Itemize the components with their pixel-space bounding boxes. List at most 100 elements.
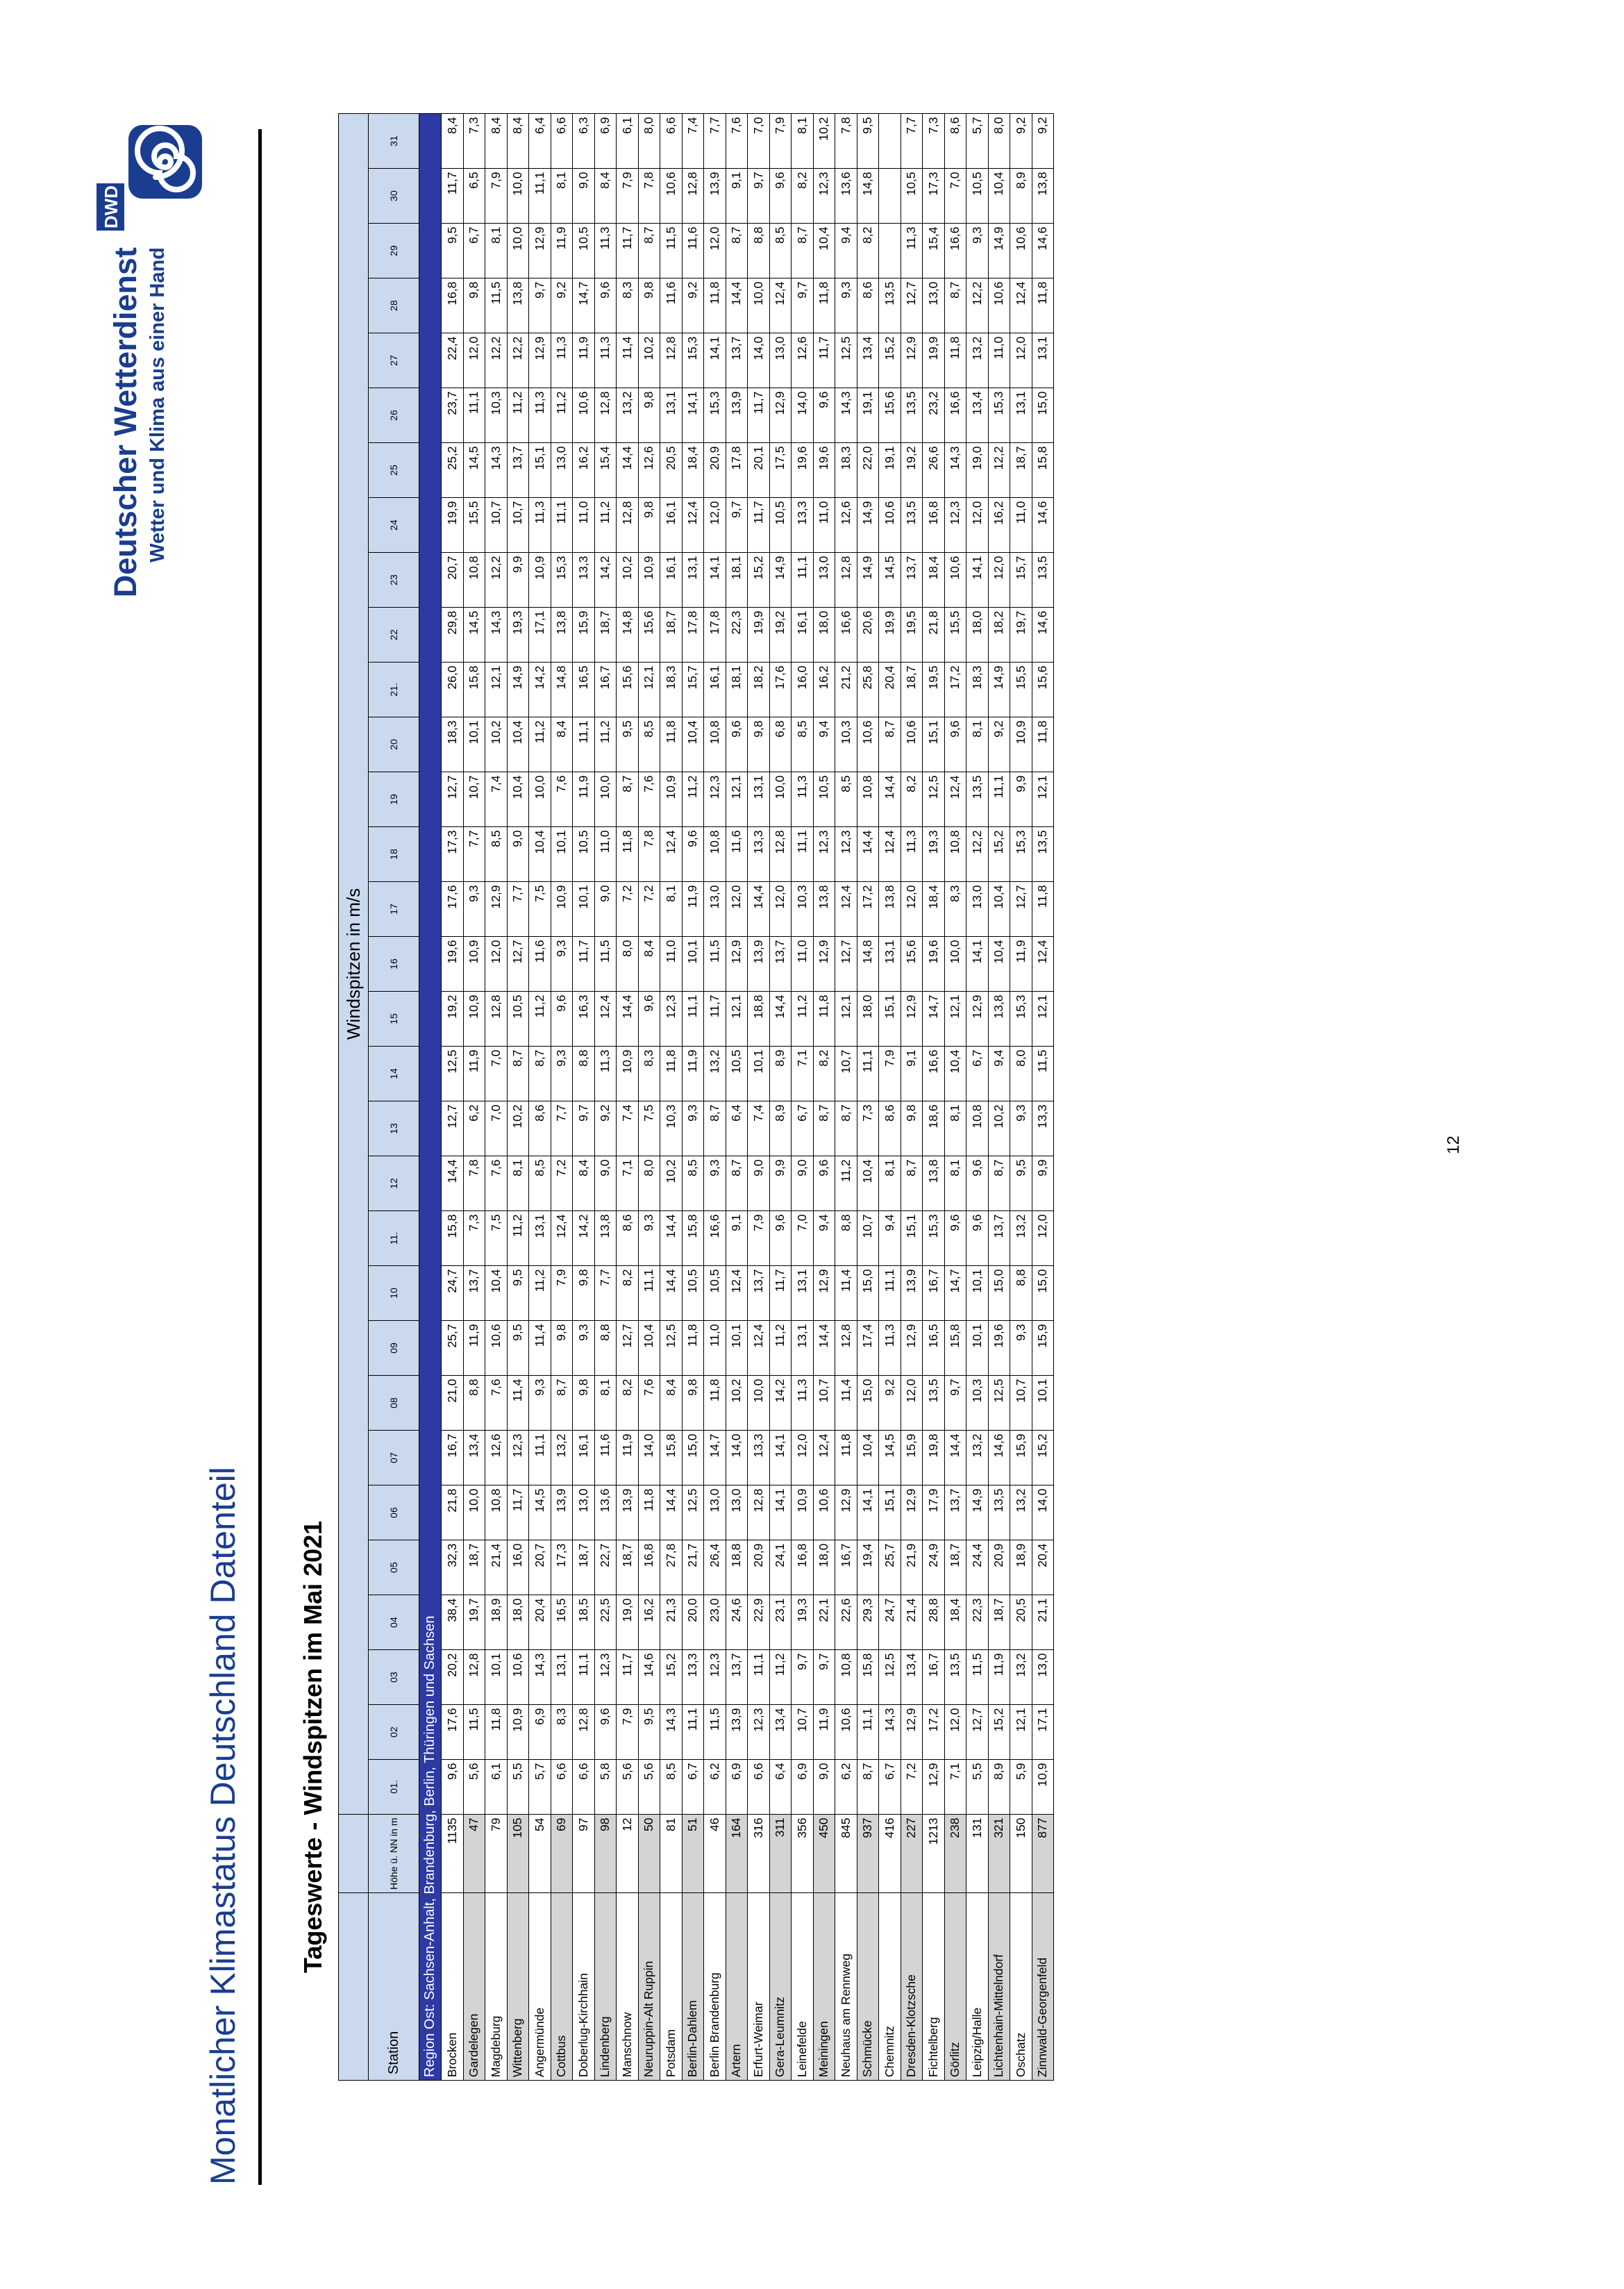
wind-gust-value: 12,8	[835, 552, 857, 608]
wind-gust-value: 8,7	[528, 1046, 551, 1101]
wind-gust-value: 13,0	[1032, 1649, 1054, 1705]
wind-gust-value: 11,2	[594, 497, 617, 553]
wind-gust-value: 9,8	[638, 278, 660, 333]
wind-gust-value: 15,2	[660, 1649, 682, 1705]
wind-gust-value: 12,7	[1010, 881, 1032, 937]
wind-gust-value: 17,6	[441, 881, 463, 937]
wind-gust-value: 20,4	[878, 662, 901, 717]
station-name: Berlin Brandenburg	[703, 1892, 726, 2081]
wind-gust-value: 14,3	[485, 442, 507, 498]
wind-gust-value: 14,0	[1032, 1485, 1054, 1540]
wind-gust-value: 11,8	[703, 278, 726, 333]
wind-gust-value: 14,1	[857, 1485, 879, 1540]
wind-gust-value: 10,8	[857, 772, 879, 827]
wind-gust-value: 15,7	[1010, 552, 1032, 608]
wind-gust-value: 12,4	[1010, 278, 1032, 333]
wind-gust-value: 9,1	[726, 168, 748, 224]
wind-gust-value: 9,6	[944, 717, 966, 772]
wind-gust-value: 17,2	[857, 881, 879, 937]
wind-gust-value: 10,9	[660, 772, 682, 827]
wind-gust-value: 12,1	[726, 772, 748, 827]
wind-gust-value: 9,3	[551, 936, 573, 992]
wind-gust-value: 7,2	[901, 1759, 923, 1815]
wind-gust-value: 14,2	[769, 1375, 792, 1431]
wind-gust-value: 12,1	[1032, 772, 1054, 827]
wind-gust-value: 14,4	[747, 881, 769, 937]
wind-gust-value: 14,8	[857, 168, 879, 224]
wind-gust-value: 9,3	[682, 1101, 704, 1156]
wind-gust-value: 14,1	[966, 552, 988, 608]
wind-gust-value: 9,8	[638, 497, 660, 553]
wind-gust-value: 11,9	[1010, 936, 1032, 992]
wind-gust-value: 8,4	[507, 113, 529, 169]
wind-gust-value: 19,1	[878, 442, 901, 498]
wind-gust-value: 12,5	[878, 1649, 901, 1705]
wind-gust-value: 7,0	[485, 1101, 507, 1156]
day-column-header: 11.	[368, 1210, 419, 1266]
wind-gust-value: 6,6	[572, 1759, 594, 1815]
wind-gust-value: 11,9	[463, 1046, 485, 1101]
table-row: Magdeburg 79 6,1 11,8 10,1 18,9 21,4 10,8 12,6 7,…	[485, 113, 507, 2081]
wind-gust-value: 9,5	[1010, 1156, 1032, 1211]
wind-gust-value: 15,4	[594, 442, 617, 498]
wind-gust-value: 7,3	[922, 113, 944, 169]
day-column-header: 12	[368, 1156, 419, 1211]
wind-gust-value: 20,5	[1010, 1595, 1032, 1650]
wind-gust-value: 8,2	[901, 772, 923, 827]
wind-gust-value: 19,5	[901, 607, 923, 663]
wind-gust-value: 7,7	[507, 881, 529, 937]
wind-gust-value: 8,7	[857, 1759, 879, 1815]
wind-gust-value: 13,4	[966, 388, 988, 443]
wind-gust-value: 9,5	[507, 1265, 529, 1321]
wind-gust-value: 20,7	[528, 1540, 551, 1595]
wind-gust-value: 8,5	[769, 223, 792, 278]
wind-gust-value: 11,2	[791, 991, 813, 1047]
wind-gust-value: 15,6	[616, 662, 638, 717]
wind-gust-value: 11,7	[507, 1485, 529, 1540]
station-name: Schmücke	[857, 1892, 879, 2081]
wind-gust-value: 11,6	[682, 223, 704, 278]
wind-gust-value: 20,1	[747, 442, 769, 498]
brand-name: Deutscher Wetterdienst	[108, 247, 143, 598]
wind-gust-value: 8,3	[551, 1704, 573, 1760]
station-height: 877	[1032, 1814, 1054, 1893]
wind-gust-value: 9,6	[682, 826, 704, 882]
wind-gust-value: 9,5	[616, 717, 638, 772]
wind-gust-value: 8,8	[463, 1375, 485, 1431]
station-height: 356	[791, 1814, 813, 1893]
wind-gust-value: 12,5	[660, 1320, 682, 1376]
wind-gust-value: 10,4	[638, 1320, 660, 1376]
wind-gust-value: 12,9	[485, 881, 507, 937]
wind-gust-value: 10,8	[966, 1101, 988, 1156]
day-column-header: 25	[368, 442, 419, 498]
wind-gust-value: 14,5	[463, 442, 485, 498]
wind-gust-value: 14,9	[857, 497, 879, 553]
wind-gust-value: 13,3	[747, 1430, 769, 1485]
wind-gust-value: 12,5	[835, 333, 857, 388]
day-column-header: 03	[368, 1649, 419, 1705]
wind-gust-value: 7,8	[835, 113, 857, 169]
wind-gust-value: 12,0	[769, 881, 792, 937]
brand-slogan: Wetter und Klima aus einer Hand	[147, 247, 169, 563]
wind-gust-value: 16,1	[572, 1430, 594, 1485]
wind-gust-value: 15,4	[922, 223, 944, 278]
wind-gust-value: 18,3	[660, 662, 682, 717]
wind-gust-value: 8,5	[660, 1759, 682, 1815]
wind-gust-value: 20,9	[747, 1540, 769, 1595]
wind-gust-value: 14,9	[988, 223, 1010, 278]
wind-gust-value: 16,5	[572, 662, 594, 717]
wind-gust-value: 10,8	[944, 826, 966, 882]
wind-gust-value: 15,5	[1010, 662, 1032, 717]
wind-gust-value: 13,8	[878, 881, 901, 937]
wind-gust-value: 9,5	[638, 1704, 660, 1760]
wind-gust-value: 9,7	[572, 1101, 594, 1156]
wind-gust-value: 38,4	[441, 1595, 463, 1650]
wind-gust-value: 10,4	[682, 717, 704, 772]
wind-gust-value: 12,3	[835, 826, 857, 882]
wind-gust-value: 9,0	[572, 168, 594, 224]
wind-gust-value: 8,8	[747, 223, 769, 278]
wind-gust-value: 12,3	[747, 1704, 769, 1760]
wind-gust-value: 15,6	[638, 607, 660, 663]
wind-gust-value: 13,1	[878, 936, 901, 992]
